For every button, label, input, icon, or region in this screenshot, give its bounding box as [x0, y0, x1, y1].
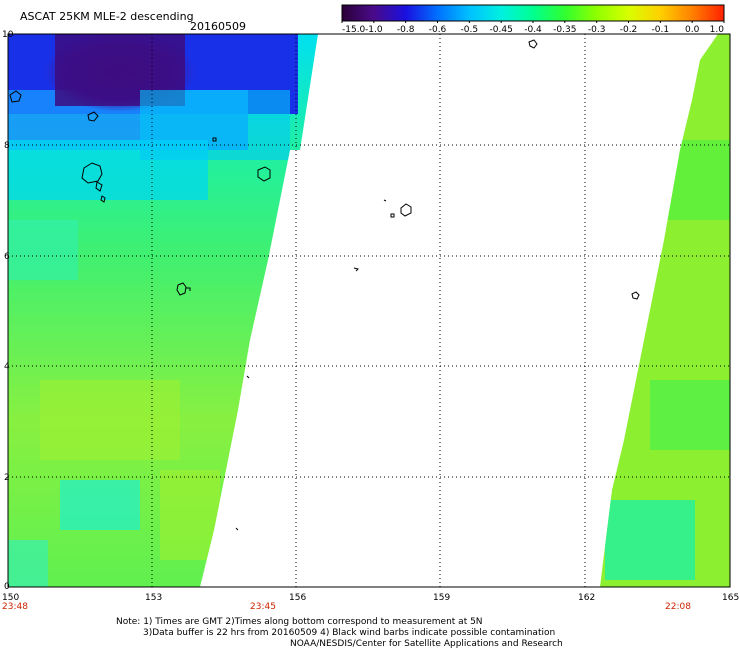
- colorbar-label: -15.0: [342, 25, 366, 35]
- x-tick-159: 159: [433, 593, 450, 603]
- y-tick-6: 6: [4, 252, 10, 262]
- y-tick-2: 2: [4, 473, 10, 483]
- x-tick-165: 165: [722, 593, 739, 603]
- time-label-2: 23:45: [250, 602, 276, 612]
- x-tick-162: 162: [578, 593, 595, 603]
- colorbar-label: 1.0: [710, 25, 725, 35]
- y-axis-ticks: 0 2 4 6 8 10: [2, 30, 14, 592]
- colorbar-label: -0.4: [524, 25, 542, 35]
- swath-left: [8, 34, 318, 587]
- y-tick-10: 10: [2, 30, 14, 40]
- colorbar-label: -0.8: [397, 25, 415, 35]
- measurement-times: 23:48 23:45 22:08: [2, 602, 691, 612]
- colorbar-label: -0.2: [620, 25, 638, 35]
- x-tick-153: 153: [145, 593, 162, 603]
- colorbar-label: -0.5: [461, 25, 479, 35]
- colorbar: -15.0 -1.0 -0.8 -0.6 -0.5 -0.45 -0.4 -0.35 -0.3 -…: [341, 4, 725, 35]
- colorbar-label: -0.1: [652, 25, 670, 35]
- time-label-1: 23:48: [2, 602, 28, 612]
- note-line-3: NOAA/NESDIS/Center for Satellite Applica…: [290, 639, 563, 649]
- y-tick-4: 4: [4, 362, 10, 372]
- colorbar-label: -1.0: [365, 25, 383, 35]
- time-label-3: 22:08: [665, 602, 691, 612]
- x-tick-150: 150: [2, 593, 19, 603]
- colorbar-label: -0.45: [490, 25, 513, 35]
- colorbar-label: 0.0: [685, 25, 700, 35]
- x-axis-ticks: 150 153 156 159 162 165: [2, 593, 739, 603]
- colorbar-label: -0.3: [588, 25, 606, 35]
- date-label: 20160509: [190, 20, 246, 33]
- x-tick-156: 156: [289, 593, 306, 603]
- colorbar-label: -0.35: [553, 25, 576, 35]
- note-line-1: Note: 1) Times are GMT 2)Times along bot…: [116, 617, 483, 627]
- island-outlines: [9, 39, 640, 531]
- y-tick-0: 0: [4, 582, 10, 592]
- gridlines: [8, 34, 730, 587]
- colorbar-scale: [341, 4, 725, 22]
- product-title: ASCAT 25KM MLE-2 descending: [20, 10, 194, 23]
- note-line-2: 3)Data buffer is 22 hrs from 20160509 4)…: [143, 628, 556, 638]
- colorbar-label: -0.6: [429, 25, 447, 35]
- swath-right: [600, 34, 730, 587]
- y-tick-8: 8: [4, 141, 10, 151]
- plot-frame: [7, 33, 731, 588]
